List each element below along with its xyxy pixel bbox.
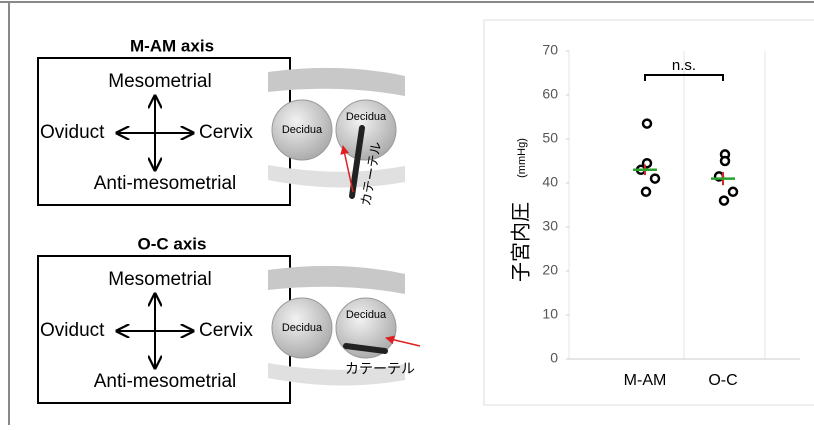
tissue-band bbox=[268, 266, 405, 294]
label-down: Anti-mesometrial bbox=[94, 173, 237, 194]
data-point bbox=[720, 197, 728, 205]
label-right: Cervix bbox=[199, 122, 253, 143]
decidua-label: Decidua bbox=[282, 322, 323, 334]
decidua-label: Decidua bbox=[346, 309, 387, 321]
y-axis-unit: (mmHg) bbox=[516, 138, 528, 178]
panel-title: M-AM axis bbox=[130, 36, 214, 55]
data-point bbox=[651, 175, 659, 183]
catheter-label: カテーテル bbox=[345, 361, 415, 377]
x-tick-label: M-AM bbox=[624, 372, 667, 389]
decidua bbox=[336, 100, 396, 160]
label-up: Mesometrial bbox=[108, 269, 211, 290]
chart: 0 10 20 30 40 50 60 70 子宮内圧 (mmHg) M-AM O-C n.s. bbox=[509, 42, 800, 390]
data-point bbox=[729, 188, 737, 196]
figure: M-AM axis Mesometrial Oviduct Cervix Anti-me… bbox=[0, 0, 814, 425]
tissue-band bbox=[268, 165, 405, 188]
decidua-label: Decidua bbox=[282, 124, 323, 136]
y-tick-label: 20 bbox=[542, 262, 558, 278]
tissue-band bbox=[268, 68, 405, 96]
panel: M-AM axis Mesometrial Oviduct Cervix Anti-me… bbox=[38, 36, 405, 207]
label-left: Oviduct bbox=[40, 320, 105, 341]
y-tick-label: 40 bbox=[542, 174, 558, 190]
y-tick-label: 10 bbox=[542, 306, 558, 322]
y-tick-label: 30 bbox=[542, 218, 558, 234]
panel: O-C axis Mesometrial Oviduct Cervix Anti-mes… bbox=[38, 234, 420, 403]
panel-title: O-C axis bbox=[138, 234, 207, 253]
y-tick-label: 60 bbox=[542, 86, 558, 102]
y-tick-label: 0 bbox=[550, 350, 558, 366]
y-tick-label: 50 bbox=[542, 130, 558, 146]
y-axis-label: 子宮内圧 bbox=[509, 202, 532, 282]
decidua-label: Decidua bbox=[346, 111, 387, 123]
annotation: n.s. bbox=[672, 57, 696, 74]
label-down: Anti-mesometrial bbox=[94, 371, 237, 392]
panels: M-AM axis Mesometrial Oviduct Cervix Anti-me… bbox=[38, 36, 420, 403]
label-right: Cervix bbox=[199, 320, 253, 341]
label-up: Mesometrial bbox=[108, 71, 211, 92]
data-point bbox=[721, 157, 729, 165]
data-point bbox=[643, 120, 651, 128]
x-tick-label: O-C bbox=[708, 372, 737, 389]
label-left: Oviduct bbox=[40, 122, 105, 143]
y-tick-label: 70 bbox=[542, 42, 558, 58]
data-point bbox=[642, 188, 650, 196]
